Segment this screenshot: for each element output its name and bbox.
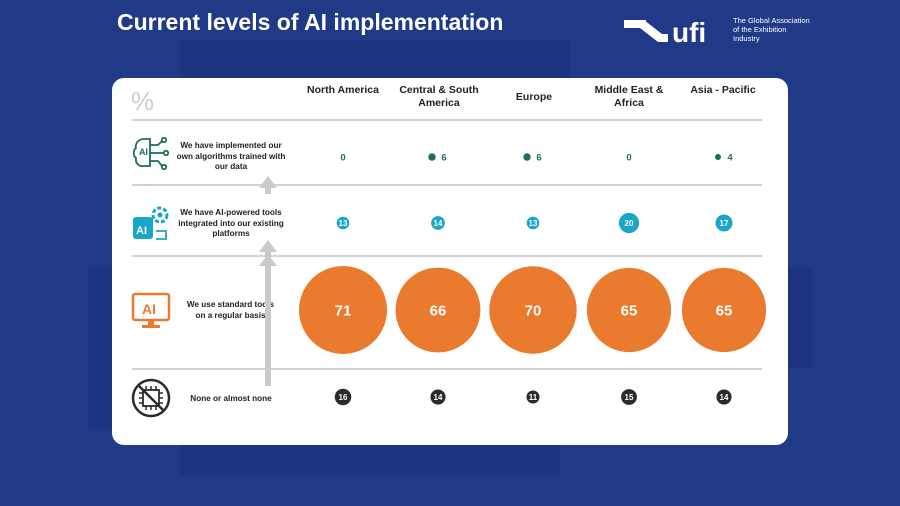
value-label: 70 (525, 302, 542, 319)
value-label: 15 (625, 393, 634, 402)
data-point: 14 (431, 216, 445, 230)
background-shape-top (180, 40, 570, 78)
value-label: 13 (339, 219, 348, 228)
ufi-logo-mark (624, 20, 668, 42)
data-point: 65 (681, 267, 767, 353)
data-point: 13 (526, 216, 540, 230)
data-point: 66 (395, 267, 481, 353)
bubble (621, 389, 637, 405)
value-label: 71 (335, 302, 352, 319)
value-label: 11 (529, 393, 538, 402)
ai-brain-icon: AI (132, 136, 170, 171)
data-point: 14 (716, 389, 732, 405)
ai-monitor-icon: AI (131, 292, 171, 328)
data-point: 13 (336, 216, 350, 230)
value-label: 13 (529, 219, 538, 228)
column-header-central-south-america: Central & South America (399, 84, 479, 109)
divider-2 (132, 184, 762, 186)
svg-text:AI: AI (142, 301, 156, 317)
page-title: Current levels of AI implementation (117, 9, 504, 35)
bubble (681, 267, 767, 353)
divider-4 (132, 368, 762, 370)
background-shape-bottom (180, 445, 560, 475)
value-label: 14 (434, 393, 443, 402)
data-point: 6 (428, 153, 447, 164)
data-point: 70 (489, 266, 577, 354)
bubble (618, 212, 640, 234)
value-label: 6 (441, 153, 446, 164)
data-point: 71 (299, 266, 387, 354)
bubble (586, 267, 672, 353)
value-label: 17 (720, 219, 729, 228)
column-header-north-america: North America (307, 84, 379, 96)
bubble (336, 216, 350, 230)
bubble (715, 154, 721, 160)
data-point: 17 (715, 214, 733, 232)
data-point: 20 (618, 212, 640, 234)
column-header-europe: Europe (515, 91, 553, 103)
row-label-standard-tools: We use standard tools on a regular basis (186, 300, 275, 320)
row-label-ai-powered-tools: We have AI-powered tools integrated into… (178, 208, 284, 238)
value-label: 4 (727, 153, 733, 164)
data-point: 14 (430, 389, 446, 405)
bubble (526, 390, 540, 404)
value-label: 66 (430, 302, 447, 319)
data-point: 0 (340, 153, 345, 164)
value-label: 14 (434, 219, 443, 228)
value-label: 14 (720, 393, 729, 402)
bubble (715, 214, 733, 232)
no-ai-chip-icon (131, 378, 171, 418)
data-point: 6 (523, 153, 542, 164)
svg-text:AI: AI (136, 225, 147, 237)
value-label: 65 (716, 302, 733, 319)
column-header-asia-pacific: Asia - Pacific (690, 84, 756, 96)
row-label-none: None or almost none (190, 394, 272, 403)
data-point: 11 (526, 390, 540, 404)
data-point: 4 (715, 153, 733, 164)
bubble (299, 266, 387, 354)
logo-word: ufi (672, 17, 706, 48)
divider-1 (132, 119, 762, 121)
value-label: 0 (626, 153, 631, 164)
bubble (523, 153, 531, 161)
bubble (395, 267, 481, 353)
bubble (334, 388, 352, 406)
svg-text:AI: AI (139, 147, 148, 157)
data-point: 0 (626, 153, 631, 164)
bubble (489, 266, 577, 354)
logo-tagline: The Global Association of the Exhibition… (733, 16, 810, 43)
ufi-logo: ufi (624, 17, 706, 48)
value-label: 0 (340, 153, 345, 164)
chart-card (112, 78, 788, 445)
value-label: 65 (621, 302, 638, 319)
unit-label: % (131, 86, 155, 116)
data-point: 15 (621, 389, 637, 405)
progress-arrow (259, 176, 277, 194)
bubble (428, 153, 436, 161)
column-header-middle-east-africa: Middle East & Africa (594, 84, 664, 109)
data-point: 65 (586, 267, 672, 353)
ai-gear-icon: AI (133, 206, 169, 240)
value-label: 20 (625, 219, 634, 228)
data-point: 16 (334, 388, 352, 406)
progress-arrows (259, 176, 277, 386)
bubble (430, 389, 446, 405)
bubble (716, 389, 732, 405)
bubble (431, 216, 445, 230)
value-label: 6 (536, 153, 541, 164)
divider-3 (132, 255, 762, 257)
background-shape-right (786, 268, 812, 368)
value-label: 16 (339, 393, 348, 402)
progress-arrow (259, 240, 277, 300)
row-label-own-algorithms: We have implemented our own algorithms t… (176, 141, 286, 171)
bubble (526, 216, 540, 230)
